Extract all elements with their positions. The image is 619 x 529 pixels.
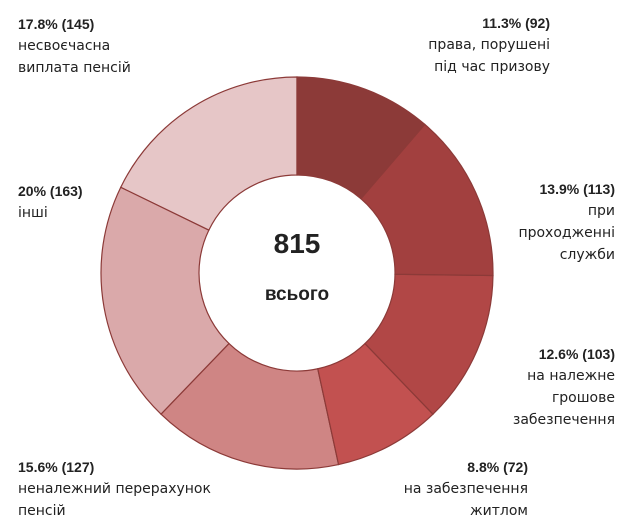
category-label: неналежний перерахунок пенсій: [18, 481, 211, 519]
segment: [296, 76, 426, 200]
segment: [360, 123, 494, 277]
category-label: на належне грошове забезпечення: [512, 368, 615, 428]
value-label: 17.8% (145): [18, 16, 95, 32]
value-label: 12.6% (103): [538, 346, 615, 362]
value-label: 15.6% (127): [18, 459, 95, 475]
segment-label: 20% (163) інші: [18, 180, 83, 224]
value-label: 20% (163): [18, 183, 83, 199]
segment: [364, 273, 494, 416]
value-label: 8.8% (72): [467, 459, 528, 475]
segment: [317, 342, 434, 466]
segment: [119, 76, 298, 231]
segment: [160, 342, 340, 470]
category-label: інші: [18, 205, 48, 221]
total-label: всього: [265, 284, 329, 305]
category-label: несвоєчасна виплата пенсій: [18, 38, 131, 76]
value-label: 11.3% (92): [482, 15, 550, 31]
value-label: 13.9% (113): [539, 181, 616, 197]
segment-label: 17.8% (145) несвоєчасна виплата пенсій: [18, 13, 131, 79]
segment-label: 13.9% (113) при проходженні служби: [518, 178, 615, 266]
category-label: на забезпечення житлом: [403, 481, 528, 519]
total: 815: [274, 228, 321, 259]
segment-label: 8.8% (72) на забезпечення житлом: [404, 456, 528, 522]
segment-label: 12.6% (103) на належне грошове забезпечен…: [513, 343, 615, 431]
segment-label: 15.6% (127) неналежний перерахунок пенсій: [18, 456, 211, 522]
category-label: при проходженні служби: [518, 203, 615, 263]
segment-label: 11.3% (92) права, порушені під час призов…: [428, 12, 550, 78]
segment: [100, 186, 230, 416]
category-label: права, порушені під час призову: [428, 37, 550, 75]
